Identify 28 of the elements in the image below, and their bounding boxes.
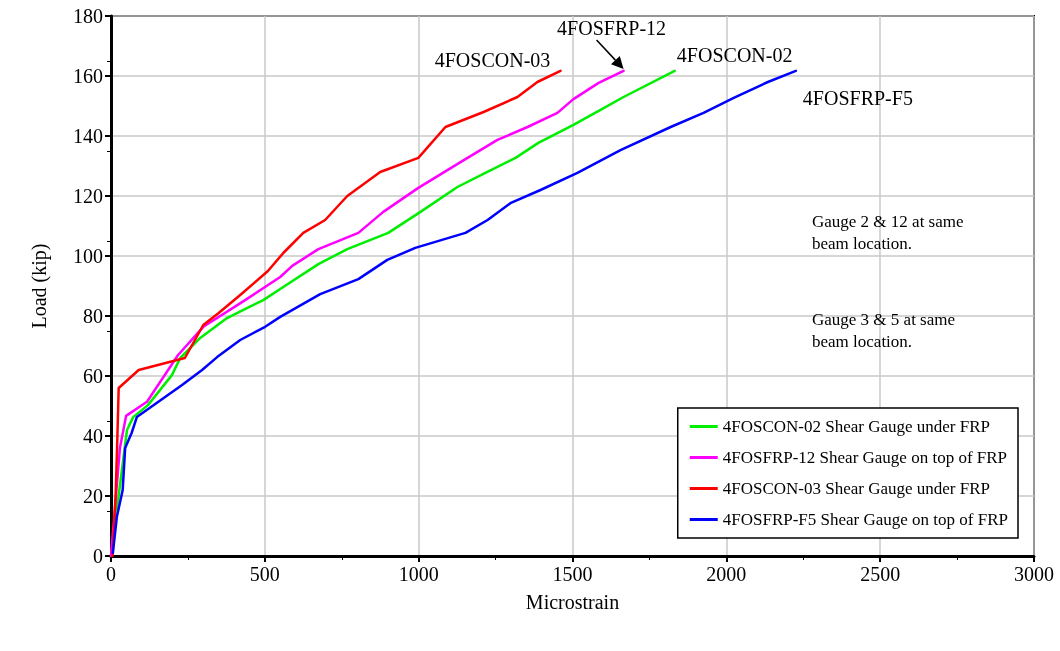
annotation: 4FOSCON-03	[434, 48, 551, 71]
legend-label: 4FOSFRP-12 Shear Gauge on top of FRP	[722, 448, 1008, 467]
annotation: Gauge 3 & 5 at same beam location.	[812, 309, 956, 351]
x-tick-label: 1500	[552, 563, 593, 585]
y-tick-label: 120	[73, 185, 103, 207]
x-axis-title: Microstrain	[525, 591, 620, 613]
annotation: 4FOSFRP-F5	[802, 86, 913, 109]
y-tick-label: 160	[73, 65, 103, 87]
y-tick-label: 0	[93, 545, 103, 567]
y-tick-label: 140	[73, 125, 103, 147]
y-tick-label: 80	[83, 305, 103, 327]
x-tick-label: 2500	[860, 563, 901, 585]
x-tick-label: 3000	[1014, 563, 1054, 585]
annotation: 4FOSCON-02	[676, 43, 793, 66]
annotation: Gauge 2 & 12 at same beam location.	[812, 211, 964, 253]
y-tick-label: 100	[73, 245, 103, 267]
y-tick-label: 60	[83, 365, 103, 387]
annotation: 4FOSFRP-12	[557, 16, 667, 39]
x-tick-label: 1000	[398, 563, 439, 585]
y-tick-label: 40	[83, 425, 103, 447]
x-tick-label: 500	[249, 563, 280, 585]
y-axis-title: Load (kip)	[28, 243, 51, 329]
x-tick-label: 2000	[706, 563, 747, 585]
y-tick-label: 180	[73, 5, 103, 27]
legend-label: 4FOSCON-02 Shear Gauge under FRP	[722, 417, 991, 436]
legend-label: 4FOSCON-03 Shear Gauge under FRP	[722, 479, 991, 498]
legend-label: 4FOSFRP-F5 Shear Gauge on top of FRP	[722, 510, 1009, 529]
y-tick-label: 20	[83, 485, 103, 507]
